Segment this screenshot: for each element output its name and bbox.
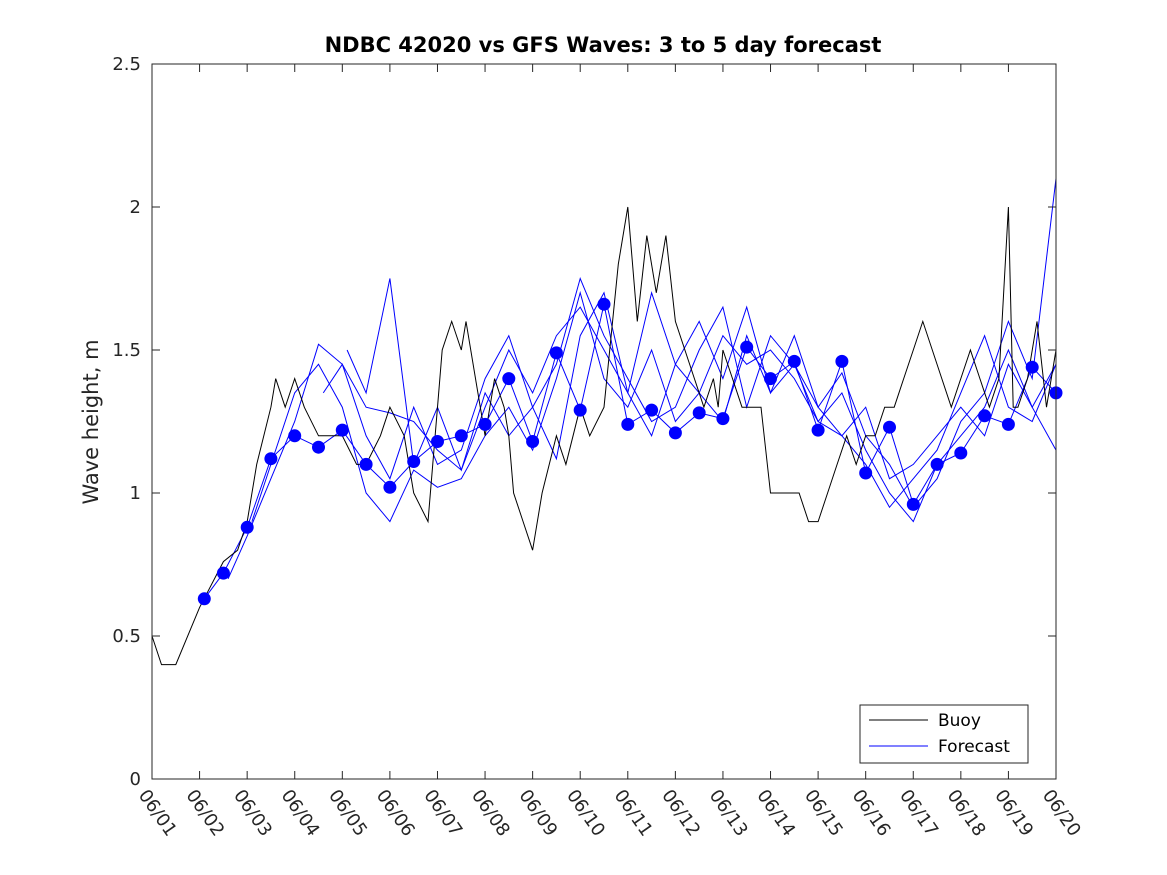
forecast-marker-17 (597, 297, 611, 311)
x-tick-label: 06/17 (895, 786, 942, 841)
forecast-marker-10 (431, 435, 444, 448)
x-tick-label: 06/01 (134, 786, 181, 841)
x-tick-label: 06/20 (1038, 786, 1085, 841)
forecast-marker-24 (764, 372, 777, 386)
x-tick-label: 06/16 (848, 786, 895, 841)
x-tick-label: 06/19 (990, 786, 1037, 841)
forecast-marker-3 (264, 452, 278, 466)
legend-box (859, 704, 1029, 764)
forecast-marker-23 (740, 340, 754, 354)
x-tick-label: 06/05 (324, 786, 371, 841)
forecast-marker-30 (906, 497, 920, 511)
forecast-line-1 (227, 178, 1057, 580)
forecast-marker-29 (883, 420, 896, 434)
y-tick-label: 2 (130, 197, 141, 218)
forecast-marker-2 (240, 520, 254, 534)
forecast-marker-16 (573, 403, 587, 417)
forecast-marker-1 (216, 566, 230, 580)
forecast-marker-12 (478, 417, 492, 431)
buoy-line (151, 206, 1057, 666)
forecast-marker-21 (692, 406, 706, 420)
forecast-marker-18 (621, 417, 635, 431)
forecast-line-2 (251, 290, 1057, 523)
legend-forecast-label: Forecast (938, 737, 1010, 757)
y-axis-label: Wave height, m (79, 339, 103, 504)
x-tick-label: 06/18 (943, 786, 990, 841)
forecast-marker-32 (954, 446, 968, 460)
forecast-marker-13 (502, 372, 516, 386)
x-tick-label: 06/04 (277, 786, 324, 841)
x-tick-label: 06/06 (372, 786, 419, 841)
forecast-marker-31 (930, 457, 944, 471)
x-tick-label: 06/08 (467, 786, 514, 841)
forecast-marker-5 (312, 440, 325, 454)
forecast-marker-9 (407, 455, 421, 468)
chart-title: NDBC 42020 vs GFS Waves: 3 to 5 day fore… (325, 33, 882, 57)
x-tick-label: 06/09 (515, 786, 562, 841)
forecast-line-0 (203, 304, 1057, 600)
forecast-marker-35 (1025, 360, 1039, 374)
forecast-marker-7 (359, 457, 373, 471)
forecast-marker-34 (1001, 417, 1015, 431)
y-tick-label: 1 (130, 483, 141, 504)
forecast-marker-19 (645, 403, 659, 417)
x-tick-label: 06/13 (705, 786, 752, 841)
forecast-marker-28 (859, 466, 873, 480)
forecast-marker-27 (835, 354, 849, 368)
y-tick-label: 2.5 (112, 54, 141, 75)
x-tick-label: 06/10 (562, 786, 609, 841)
forecast-marker-8 (383, 480, 397, 494)
forecast-marker-33 (978, 409, 992, 423)
forecast-marker-26 (811, 423, 825, 437)
x-tick-label: 06/11 (610, 786, 657, 841)
legend-buoy-label: Buoy (938, 711, 981, 731)
forecast-marker-20 (668, 426, 682, 440)
x-tick-label: 06/02 (182, 786, 229, 841)
forecast-marker-0 (197, 592, 211, 606)
plot-area-frame (151, 63, 1057, 780)
x-tick-label: 06/14 (752, 786, 799, 841)
x-tick-label: 06/12 (657, 786, 704, 841)
y-tick-label: 1.5 (112, 340, 141, 361)
forecast-marker-14 (526, 435, 540, 448)
x-tick-label: 06/03 (229, 786, 276, 841)
forecast-marker-25 (787, 354, 801, 368)
forecast-marker-4 (288, 429, 302, 443)
y-tick-label: 0.5 (112, 626, 141, 647)
legend: Buoy Forecast (859, 704, 1029, 764)
x-tick-label: 06/07 (419, 786, 466, 841)
forecast-marker-15 (549, 346, 563, 360)
y-tick-label: 0 (130, 769, 141, 790)
forecast-marker-6 (335, 423, 349, 437)
forecast-marker-11 (454, 429, 468, 443)
x-tick-label: 06/15 (800, 786, 847, 841)
forecast-marker-22 (716, 412, 730, 426)
